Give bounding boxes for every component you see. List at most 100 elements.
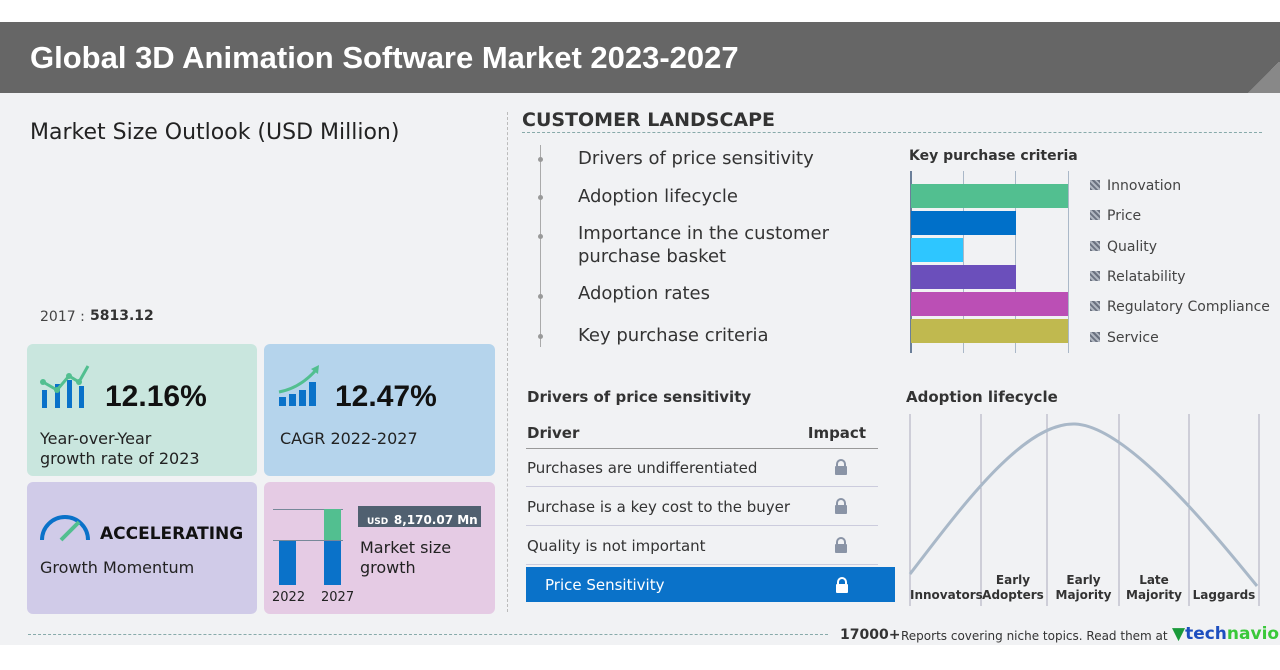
- bullet: [538, 334, 543, 339]
- yoy-value: 12.16%: [105, 380, 207, 413]
- grid-line: [273, 540, 343, 541]
- kpc-chart: [910, 171, 1070, 353]
- technavio-logo[interactable]: ▼technavio: [1172, 624, 1280, 644]
- growth-card: 2022 2027 USD 8,170.07 Mn Market size gr…: [264, 482, 495, 614]
- stage-line: Majority: [1126, 588, 1182, 602]
- kpc-legend-item: Quality: [1090, 239, 1157, 255]
- base-value: 5813.12: [90, 308, 154, 324]
- driver-row: Quality is not important: [526, 527, 878, 565]
- lock-icon: [835, 498, 847, 514]
- adoption-stage: Late Majority: [1119, 573, 1189, 603]
- kpc-legend-item: Relatability: [1090, 269, 1186, 285]
- landscape-item: Importance in the customer: [578, 223, 830, 244]
- price-sensitivity-bar: Price Sensitivity: [526, 567, 895, 602]
- lock-icon: [835, 537, 847, 553]
- driver-text: Purchase is a key cost to the buyer: [527, 498, 791, 516]
- logo-part: tech: [1185, 624, 1227, 644]
- heading-rule: [522, 132, 1262, 133]
- divider: [507, 112, 508, 612]
- currency: USD: [367, 517, 389, 527]
- momentum-label: Growth Momentum: [40, 558, 195, 577]
- driver-col: Driver: [527, 424, 580, 442]
- bell-curve: [908, 422, 1259, 587]
- stage-line: Early: [1066, 573, 1101, 587]
- stage-line: Early: [995, 573, 1031, 587]
- kpc-bar-service: [911, 319, 1068, 343]
- adoption-stage: Laggards: [1189, 588, 1259, 603]
- bar-2027-increment: [324, 509, 341, 540]
- logo-part: navio: [1226, 624, 1280, 644]
- tree-line: [540, 145, 541, 347]
- adoption-heading: Adoption lifecycle: [906, 388, 1058, 406]
- kpc-legend-item: Innovation: [1090, 178, 1181, 194]
- kpc-legend-item: Service: [1090, 330, 1159, 346]
- year-2027: 2027: [321, 590, 355, 605]
- year-2022: 2022: [272, 590, 306, 605]
- report-count: 17000+: [840, 627, 901, 643]
- kpc-bar-quality: [911, 238, 964, 262]
- kpc-bar-regulatory-compliance: [911, 292, 1068, 316]
- yoy-label-1: Year-over-Year: [40, 429, 152, 448]
- kpc-bar-relatability: [911, 265, 1016, 289]
- growth-chart-icon: [40, 365, 90, 408]
- landscape-item: Adoption lifecycle: [578, 186, 738, 207]
- stage-line: Innovators: [910, 588, 983, 602]
- landscape-item: Key purchase criteria: [578, 325, 769, 346]
- footer-rule: [28, 634, 828, 635]
- cagr-value: 12.47%: [335, 380, 437, 413]
- stage-line: Late: [1139, 573, 1169, 587]
- drivers-heading: Drivers of price sensitivity: [527, 388, 752, 406]
- kpc-gridline: [1015, 171, 1016, 353]
- cagr-card: 12.47% CAGR 2022-2027: [264, 344, 495, 476]
- kpc-gridline: [962, 171, 964, 353]
- driver-text: Purchases are undifferentiated: [527, 459, 758, 477]
- stage-line: Adopters: [982, 588, 1044, 602]
- driver-row: Purchases are undifferentiated: [526, 449, 878, 487]
- growth-label-1: Market size: [360, 538, 452, 557]
- price-sensitivity-label: Price Sensitivity: [545, 576, 665, 594]
- footer-text: Reports covering niche topics. Read them…: [901, 629, 1168, 643]
- kpc-bar-innovation: [911, 184, 1068, 208]
- bullet: [538, 157, 543, 162]
- adoption-curve: [908, 414, 1260, 606]
- bar-2027: [324, 541, 341, 585]
- adoption-stage: Early Majority: [1047, 573, 1120, 603]
- kpc-bar-price: [911, 211, 1016, 235]
- bullet: [538, 195, 543, 200]
- stage-line: Majority: [1055, 588, 1112, 602]
- kpc-gridline: [910, 171, 912, 353]
- kpc-legend-item: Price: [1090, 208, 1141, 224]
- momentum-card: ACCELERATING Growth Momentum: [27, 482, 257, 614]
- momentum-value: ACCELERATING: [100, 524, 244, 544]
- header-bar: [0, 22, 1280, 93]
- base-year: 2017 :: [40, 309, 85, 325]
- kpc-title: Key purchase criteria: [909, 148, 1078, 164]
- bullet: [538, 294, 543, 299]
- landscape-item: purchase basket: [578, 246, 727, 267]
- drivers-header: Driver Impact: [526, 415, 878, 449]
- lock-icon: [836, 577, 848, 593]
- adoption-stage: Innovators: [910, 588, 983, 603]
- customer-heading: CUSTOMER LANDSCAPE: [522, 109, 776, 131]
- market-size-heading: Market Size Outlook (USD Million): [30, 120, 400, 145]
- growth-value-badge: USD 8,170.07 Mn: [358, 506, 481, 527]
- yoy-label-2: growth rate of 2023: [40, 449, 200, 468]
- driver-row: Purchase is a key cost to the buyer: [526, 488, 878, 526]
- bar-2022: [279, 541, 296, 585]
- trend-up-icon: [278, 365, 319, 406]
- adoption-stage: Early Adopters: [981, 573, 1045, 603]
- lock-icon: [835, 459, 847, 475]
- speedometer-icon: [40, 515, 90, 542]
- page-title: Global 3D Animation Software Market 2023…: [30, 40, 739, 75]
- growth-label-2: growth: [360, 558, 416, 577]
- kpc-legend-item: Regulatory Compliance: [1090, 299, 1270, 315]
- stage-line: Laggards: [1192, 588, 1256, 602]
- impact-col: Impact: [807, 424, 866, 442]
- corner-fold: [1246, 62, 1280, 93]
- grid-line: [273, 509, 343, 510]
- driver-text: Quality is not important: [527, 537, 706, 555]
- yoy-card: 12.16% Year-over-Year growth rate of 202…: [27, 344, 257, 476]
- kpc-gridline: [1067, 171, 1069, 353]
- landscape-item: Adoption rates: [578, 283, 711, 304]
- bullet: [538, 234, 543, 239]
